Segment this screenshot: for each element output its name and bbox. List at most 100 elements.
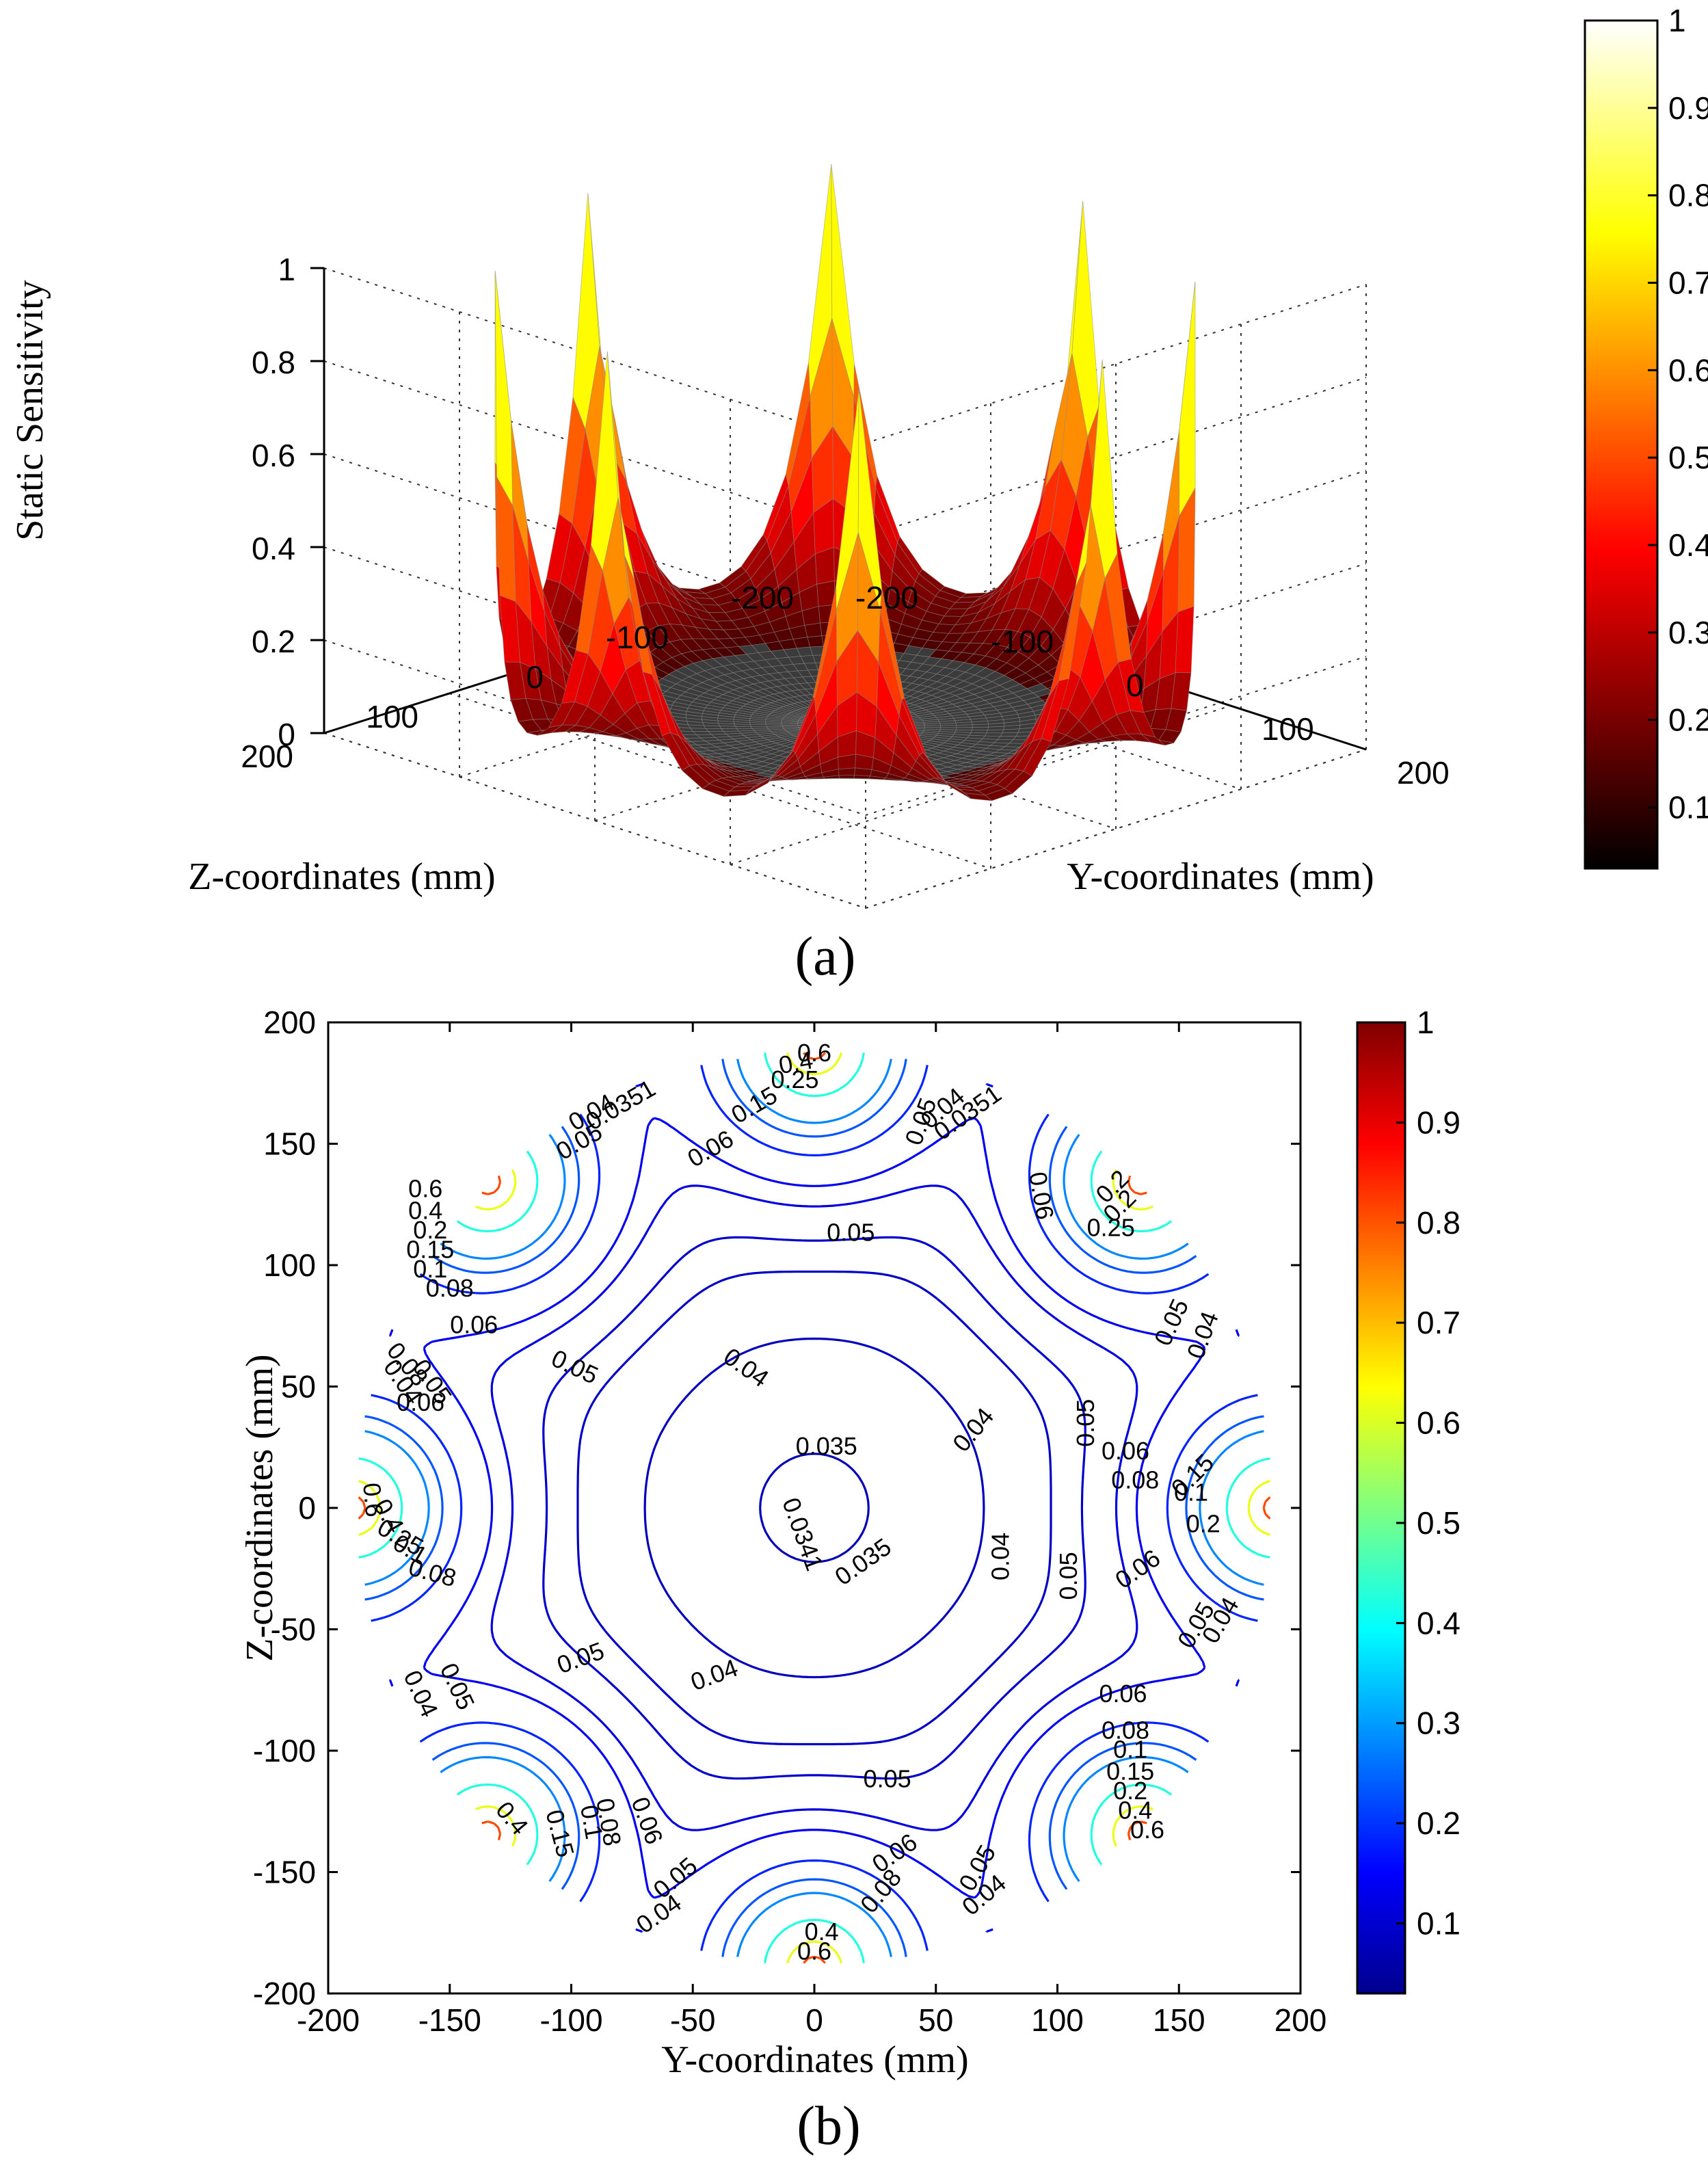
contour-label: 0.2 xyxy=(413,1216,447,1244)
ycoord-tick-label: 0 xyxy=(1126,667,1144,703)
surface-patch xyxy=(749,724,767,727)
surface-patch xyxy=(494,270,513,506)
zcoord-tick-label: 100 xyxy=(366,699,418,734)
colorbar-tick-label: 0.9 xyxy=(1417,1104,1460,1140)
contour-line-0_4 xyxy=(358,1052,1270,1963)
contour-label: 0.2 xyxy=(1113,1777,1147,1805)
contour-label: 0.05 xyxy=(1054,1552,1082,1600)
jet-colorbar-ticks: 0.1 0.2 0.3 0.4 0.5 0.6 0.7 0.8 0.9 1 xyxy=(1396,1005,1460,1941)
surface-patch xyxy=(1175,606,1195,674)
contour-label: 0.08 xyxy=(1111,1466,1159,1494)
contour-axis-ticks: -200 -150 -100 -50 0 50 100 150 200 -200 -150 -100 -… xyxy=(253,1005,1326,2038)
contour-label: 0.25 xyxy=(771,1065,819,1093)
z-tick-label: 0 xyxy=(278,717,295,752)
contour-line-0_8 xyxy=(358,1052,1271,1964)
z-tick-label: 0.6 xyxy=(252,438,295,473)
x-tick-label: 150 xyxy=(1153,2002,1205,2038)
z-tick-label: 1 xyxy=(278,252,295,287)
y-tick-label: 200 xyxy=(263,1005,316,1040)
surface-patch xyxy=(816,581,836,607)
colorbar-tick-label: 1 xyxy=(1668,3,1686,38)
contour-label: 0.06 xyxy=(397,1388,444,1416)
contour-lines xyxy=(358,1052,1271,1964)
contour-label: 0.04 xyxy=(986,1533,1014,1580)
colorbar-tick-label: 0.5 xyxy=(1417,1505,1460,1541)
contour-y-axis-label: Z-coordinates (mm) xyxy=(239,1354,281,1661)
y-tick-label: -50 xyxy=(271,1612,316,1647)
y-axis-label: Z-coordinates (mm) xyxy=(188,856,495,898)
surface-patch xyxy=(972,726,989,731)
colorbar-tick-label: 0.1 xyxy=(1668,790,1708,825)
contour-line-0_15 xyxy=(371,1065,1258,1951)
contour-label: 0.25 xyxy=(1087,1213,1135,1241)
surface-axis-ticks: 0 0.2 0.4 0.6 0.8 1 -200 -100 0 100 200 -200 -100 0 10… xyxy=(241,252,1450,791)
colorbar-tick-label: 0.6 xyxy=(1668,352,1708,388)
colorbar-tick-label: 0.9 xyxy=(1668,90,1708,126)
contour-plot-panel: 0.03410.0350.0350.040.040.040.040.050.05… xyxy=(239,1005,1460,2156)
contour-label: 0.4 xyxy=(805,1918,839,1946)
colorbar-tick-label: 0.4 xyxy=(1668,527,1708,563)
colorbar-tick-label: 0.4 xyxy=(1417,1605,1460,1641)
colorbar-tick-label: 0.8 xyxy=(1417,1205,1460,1241)
contour-label: 0.15 xyxy=(1106,1758,1154,1786)
x-tick-label: 0 xyxy=(805,2002,823,2038)
ycoord-tick-label: 200 xyxy=(1397,755,1450,791)
colorbar-tick-label: 0.3 xyxy=(1417,1706,1460,1741)
surface-patch xyxy=(814,546,835,585)
x-tick-label: -150 xyxy=(418,2002,481,2038)
contour-label: 0.05 xyxy=(1071,1399,1099,1447)
x-axis-label: Y-coordinates (mm) xyxy=(1067,856,1374,898)
contour-label: 0.6 xyxy=(797,1937,831,1965)
z-tick-label: 0.4 xyxy=(252,531,295,566)
grid-line xyxy=(323,639,1367,817)
x-tick-label: 200 xyxy=(1275,2002,1327,2038)
contour-label: 0.08 xyxy=(1102,1716,1149,1744)
contour-label: 0.06 xyxy=(1102,1437,1149,1465)
panel-b-caption: (b) xyxy=(797,2096,860,2156)
z-tick-label: 0.2 xyxy=(252,624,295,659)
contour-plot-area xyxy=(327,1021,1302,1995)
contour-label: 0.08 xyxy=(426,1274,474,1302)
x-tick-label: 50 xyxy=(918,2002,953,2038)
contour-label: 0.1 xyxy=(1174,1478,1208,1506)
x-tick-label: 100 xyxy=(1031,2002,1084,2038)
surface-patch xyxy=(705,728,724,732)
colorbar-tick-label: 0.5 xyxy=(1668,440,1708,475)
y-tick-label: -200 xyxy=(253,1976,316,2011)
ycoord-tick-label: -200 xyxy=(855,580,918,615)
contour-label: 0.06 xyxy=(450,1310,498,1338)
colorbar-tick-label: 0.2 xyxy=(1668,702,1708,738)
y-tick-label: 150 xyxy=(263,1126,316,1162)
jet-colorbar xyxy=(1356,1021,1406,1995)
surface-patch xyxy=(857,388,883,611)
contour-line-0_08 xyxy=(490,1184,1138,1831)
colorbar-tick-label: 0.2 xyxy=(1417,1805,1460,1841)
zcoord-tick-label: 200 xyxy=(241,739,293,774)
zcoord-tick-label: -200 xyxy=(731,580,794,615)
grid-line xyxy=(323,732,866,909)
colorbar-tick-label: 1 xyxy=(1417,1005,1435,1040)
surface-patch xyxy=(1179,282,1196,518)
contour-line-0_1 xyxy=(389,1083,1240,1933)
ycoord-tick-label: 100 xyxy=(1262,711,1314,747)
contour-label: 0.6 xyxy=(797,1039,831,1067)
contour-label: 0.06 xyxy=(1099,1680,1147,1708)
contour-label: 0.2 xyxy=(1186,1510,1220,1538)
x-tick-label: -50 xyxy=(670,2002,715,2038)
grid-line xyxy=(865,749,1367,909)
surface-patch xyxy=(719,726,738,730)
colorbar-tick-label: 0.3 xyxy=(1668,615,1708,650)
x-tick-label: -100 xyxy=(539,2002,602,2038)
y-tick-label: 0 xyxy=(298,1490,316,1526)
zcoord-tick-label: -100 xyxy=(606,620,669,655)
contour-label: 0.035 xyxy=(796,1432,857,1460)
z-axis-label: Static Sensitivity xyxy=(9,280,51,540)
contour-line-0_06 xyxy=(542,1236,1086,1780)
contour-line-0_25 xyxy=(364,1059,1264,1957)
contour-label: 0.4 xyxy=(777,1046,815,1079)
contour-x-axis-label: Y-coordinates (mm) xyxy=(661,2039,968,2081)
surface-plot-panel: 00.20.40.60.81-200-1000100200-200-100010… xyxy=(9,3,1708,987)
colorbar-tick-label: 0.7 xyxy=(1668,265,1708,301)
ycoord-tick-label: -100 xyxy=(991,624,1054,659)
